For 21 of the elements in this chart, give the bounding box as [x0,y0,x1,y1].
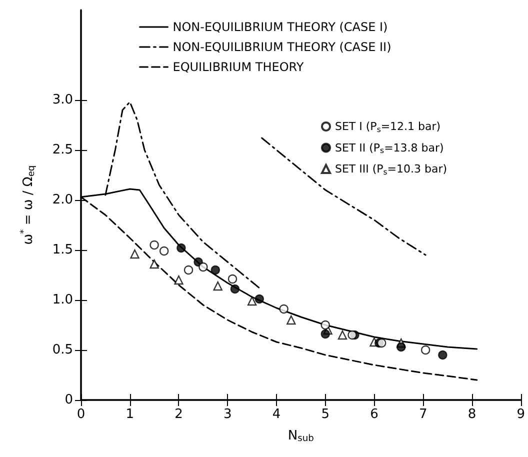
y-tick-label: 0.5 [52,342,73,358]
x-tick-label: 6 [370,407,378,422]
x-tick-label: 3 [223,407,232,422]
y-tick-label: 0 [64,392,73,408]
x-tick-label: 0 [76,407,86,422]
x-tick-label: 2 [174,407,183,422]
y-axis-title: ω* = ω / Ωeq [20,165,37,245]
x-tick-label: 7 [418,407,428,422]
y-tick-label: 1.5 [52,242,73,258]
y-tick-label: 2.0 [52,192,73,208]
y-tick-label: 2.5 [52,142,73,158]
x-tick-label: 9 [516,407,526,422]
legend-label: NON-EQUILIBRIUM THEORY (CASE II) [172,40,392,54]
y-tick-label: 1.0 [52,292,73,308]
x-tick-label: 5 [321,407,330,422]
legend-label: EQUILIBRIUM THEORY [172,60,304,74]
x-tick-label: 4 [272,407,281,422]
x-tick-label: 8 [468,407,476,422]
legend-label: NON-EQUILIBRIUM THEORY (CASE I) [172,20,388,34]
y-tick-label: 3.0 [52,92,73,108]
x-tick-label: 1 [126,407,134,422]
